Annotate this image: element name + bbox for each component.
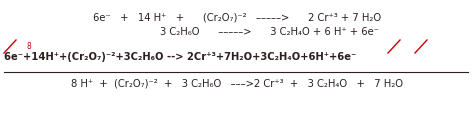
Text: 8: 8 <box>27 42 31 51</box>
Text: 6e⁻+14H⁺+(Cr₂O₇)⁻²+3C₂H₆O --> 2Cr⁺³+7H₂O+3C₂H₄O+6H⁺+6e⁻: 6e⁻+14H⁺+(Cr₂O₇)⁻²+3C₂H₆O --> 2Cr⁺³+7H₂O… <box>4 52 356 62</box>
Text: 3 C₂H₆O      –––––>      3 C₂H₄O + 6 H⁺ + 6e⁻: 3 C₂H₆O –––––> 3 C₂H₄O + 6 H⁺ + 6e⁻ <box>161 27 380 37</box>
Text: 8 H⁺  +  (Cr₂O₇)⁻²  +   3 C₂H₆O   –––>2 Cr⁺³  +   3 C₂H₄O   +   7 H₂O: 8 H⁺ + (Cr₂O₇)⁻² + 3 C₂H₆O –––>2 Cr⁺³ + … <box>71 79 403 89</box>
Text: 6e⁻   +   14 H⁺   +      (Cr₂O₇)⁻²   –––––>      2 Cr⁺³ + 7 H₂O: 6e⁻ + 14 H⁺ + (Cr₂O₇)⁻² –––––> 2 Cr⁺³ + … <box>93 12 381 22</box>
